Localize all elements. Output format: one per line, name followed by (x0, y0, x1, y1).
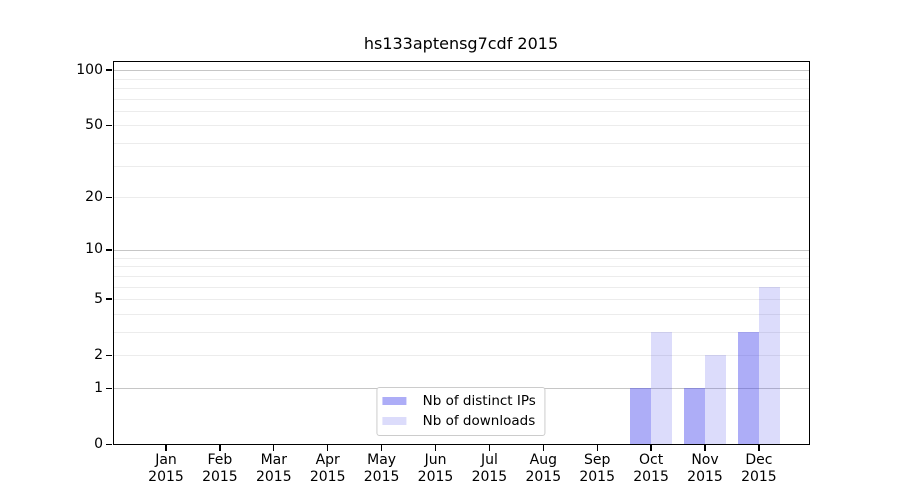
gridline-minor-20 (112, 197, 810, 199)
x-tick-year: 2015 (525, 468, 562, 485)
y-tick-2 (106, 354, 112, 357)
x-tick-year: 2015 (579, 468, 615, 485)
bar-downloads-nov (705, 355, 726, 445)
x-tick-may (380, 445, 383, 451)
x-tick-year: 2015 (633, 468, 669, 485)
x-tick-month: Jan (155, 452, 177, 468)
x-tick-label-apr: Apr 2015 (296, 452, 360, 485)
x-tick-month: Jun (424, 452, 447, 468)
x-tick-label-mar: Mar 2015 (242, 452, 306, 485)
x-tick-oct (650, 445, 652, 451)
chart-title: hs133aptensg7cdf 2015 (363, 34, 559, 53)
y-tick-100 (106, 69, 112, 71)
legend: Nb of distinct IPs Nb of downloads (376, 386, 546, 436)
plot-area: Nb of distinct IPs Nb of downloads (112, 61, 811, 445)
y-tick-label-2: 2 (94, 346, 103, 363)
y-tick-5 (106, 298, 112, 300)
legend-swatch-icon (382, 417, 407, 425)
x-tick-label-may: May 2015 (350, 452, 414, 485)
legend-label: Nb of distinct IPs (422, 393, 536, 409)
y-tick-label-0: 0 (94, 436, 103, 452)
gridline-minor-40 (112, 143, 810, 145)
x-tick-aug (542, 445, 544, 451)
gridline-minor-3 (112, 332, 810, 333)
y-tick-1 (106, 387, 112, 389)
y-tick-20 (106, 196, 112, 199)
x-tick-year: 2015 (687, 468, 723, 485)
x-tick-year: 2015 (202, 468, 238, 485)
x-tick-month: Oct (638, 452, 664, 468)
gridline-minor-5 (112, 299, 810, 301)
x-tick-feb (219, 445, 221, 451)
x-tick-label-jun: Jun 2015 (404, 452, 468, 485)
bar-downloads-dec (758, 286, 780, 445)
x-tick-nov (704, 445, 706, 451)
x-tick-year: 2015 (148, 468, 184, 485)
x-tick-year: 2015 (363, 468, 400, 485)
x-tick-label-aug: Aug 2015 (511, 452, 575, 485)
x-tick-label-jan: Jan 2015 (134, 452, 198, 485)
y-tick-label-20: 20 (85, 188, 103, 205)
legend-label: Nb of downloads (422, 413, 536, 429)
legend-swatch-icon (382, 397, 407, 405)
x-tick-month: Dec (745, 452, 773, 468)
x-tick-year: 2015 (741, 468, 777, 485)
gridline-minor-6 (112, 286, 810, 288)
bar-distinct-ips-nov (684, 388, 705, 445)
x-tick-year: 2015 (471, 468, 508, 485)
bar-distinct-ips-dec (737, 332, 759, 445)
x-tick-year: 2015 (309, 468, 346, 485)
y-tick-label-100: 100 (76, 61, 103, 78)
y-tick-label-50: 50 (85, 116, 103, 133)
x-tick-jun (434, 445, 437, 451)
gridline-minor-7 (112, 275, 810, 277)
x-tick-month: Mar (260, 452, 287, 468)
y-tick-label-1: 1 (94, 379, 103, 396)
gridline-minor-60 (112, 110, 810, 112)
x-tick-month: Jul (480, 452, 498, 468)
x-tick-month: May (367, 452, 397, 468)
legend-item: Nb of distinct IPs (382, 393, 536, 410)
x-tick-mar (273, 445, 275, 451)
x-tick-jul (488, 445, 491, 451)
gridline-minor-70 (112, 98, 810, 100)
y-tick-label-10: 10 (85, 241, 103, 258)
x-tick-label-oct: Oct 2015 (619, 452, 683, 485)
bar-downloads-oct (651, 332, 673, 445)
x-tick-label-dec: Dec 2015 (727, 452, 791, 485)
gridline-minor-4 (112, 313, 810, 315)
x-tick-month: Nov (691, 452, 719, 468)
x-tick-month: Aug (529, 452, 557, 468)
y-tick-0 (106, 443, 112, 446)
y-tick-label-5: 5 (94, 290, 103, 307)
x-tick-year: 2015 (417, 468, 454, 485)
gridline-minor-2 (112, 355, 810, 357)
gridline-minor-80 (112, 87, 810, 89)
x-tick-sep (596, 445, 598, 451)
x-tick-dec (758, 445, 760, 451)
gridline-minor-50 (112, 125, 810, 127)
x-tick-year: 2015 (255, 468, 292, 485)
y-tick-10 (106, 249, 112, 251)
x-tick-label-nov: Nov 2015 (673, 452, 737, 485)
x-tick-label-jul: Jul 2015 (457, 452, 521, 485)
gridline-minor-8 (112, 266, 810, 268)
bar-distinct-ips-oct (630, 388, 652, 445)
x-tick-label-sep: Sep 2015 (565, 452, 629, 485)
x-tick-month: Feb (207, 452, 233, 468)
bars-layer (113, 61, 811, 445)
x-tick-jan (165, 445, 167, 451)
gridline-minor-90 (112, 78, 810, 80)
gridline-major-100 (112, 70, 810, 71)
gridline-minor-9 (112, 257, 810, 259)
legend-item: Nb of downloads (382, 413, 536, 430)
x-tick-label-feb: Feb 2015 (188, 452, 252, 485)
y-tick-50 (106, 124, 112, 127)
x-tick-month: Apr (315, 452, 340, 468)
x-tick-month: Sep (583, 452, 611, 468)
gridline-major-10 (112, 249, 810, 251)
gridline-minor-30 (112, 165, 810, 167)
x-tick-apr (327, 445, 329, 451)
